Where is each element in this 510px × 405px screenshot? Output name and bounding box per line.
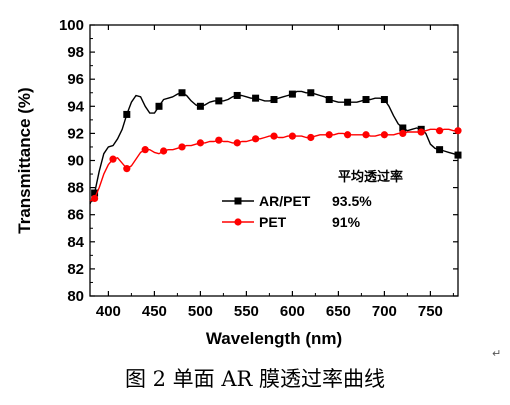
paragraph-mark: ↵: [492, 347, 502, 360]
data-point: [270, 96, 278, 104]
x-tick-label: 600: [280, 303, 305, 320]
data-point: [380, 131, 388, 139]
x-tick-label: 500: [188, 303, 213, 320]
data-point: [233, 91, 241, 99]
y-axis-ticks: 80 82 84 86 88 90 92 94 96 98 100: [59, 17, 458, 305]
data-point: [196, 102, 204, 110]
y-tick-label: 96: [67, 71, 84, 88]
data-point: [215, 97, 223, 105]
data-point: [178, 89, 186, 97]
data-point: [196, 139, 204, 147]
x-tick-label: 400: [96, 303, 121, 320]
data-point: [399, 124, 407, 132]
legend-label-ar-pet: AR/PET: [259, 193, 311, 209]
data-point: [454, 151, 462, 159]
data-point: [252, 135, 260, 143]
y-tick-label: 92: [67, 125, 84, 142]
y-axis-label: Transmittance (%): [15, 87, 34, 233]
x-tick-label: 700: [372, 303, 397, 320]
transmittance-chart: 80 82 84 86 88 90 92 94 96 98 100 400 450 500 550 600 6…: [15, 17, 462, 348]
data-point: [155, 102, 163, 110]
figure-caption: 图 2 单面 AR 膜透过率曲线: [124, 367, 386, 391]
data-point: [436, 146, 444, 154]
legend-average-pet: 91%: [332, 214, 361, 230]
x-tick-label: 750: [418, 303, 443, 320]
data-point: [380, 96, 388, 104]
legend-swatch-marker: [234, 197, 242, 205]
x-axis-ticks: 400 450 500 550 600 650 700 750: [96, 25, 454, 320]
series-layer: [89, 89, 462, 205]
legend-label-pet: PET: [259, 214, 287, 230]
data-point: [362, 96, 370, 104]
data-point: [215, 136, 223, 144]
data-point: [252, 94, 260, 102]
x-tick-label: 550: [234, 303, 259, 320]
x-axis-label: Wavelength (nm): [206, 329, 342, 348]
data-point: [160, 147, 168, 155]
legend-swatch-marker: [234, 218, 242, 226]
series-line: [89, 128, 458, 202]
y-tick-label: 98: [67, 44, 84, 61]
data-point: [344, 98, 352, 106]
data-point: [123, 110, 131, 118]
plot-frame: [89, 24, 459, 297]
series-pet: [89, 127, 462, 203]
legend-row-pet: PET 91%: [222, 214, 361, 230]
data-point: [307, 133, 315, 142]
data-point: [123, 165, 131, 173]
x-tick-label: 650: [326, 303, 351, 320]
legend-average-ar-pet: 93.5%: [332, 193, 372, 209]
plot-border: [89, 24, 459, 297]
data-point: [178, 143, 186, 151]
x-tick-label: 450: [142, 303, 167, 320]
data-point: [288, 90, 296, 98]
data-point: [325, 131, 333, 139]
data-point: [288, 132, 296, 140]
data-point: [325, 96, 333, 104]
data-point: [233, 139, 241, 147]
data-point: [399, 129, 407, 137]
y-tick-label: 82: [67, 261, 84, 278]
data-point: [344, 131, 352, 139]
y-tick-label: 100: [59, 17, 84, 34]
data-point: [417, 128, 425, 136]
data-point: [454, 127, 462, 135]
y-tick-label: 94: [67, 98, 84, 115]
data-point: [436, 127, 444, 135]
data-point: [362, 131, 370, 139]
y-tick-label: 86: [67, 207, 84, 224]
data-point: [91, 189, 99, 197]
legend-header: 平均透过率: [338, 169, 403, 185]
data-point: [307, 89, 315, 97]
data-point: [91, 194, 99, 203]
legend: 平均透过率 AR/PET 93.5% PET 91%: [222, 169, 403, 230]
y-tick-label: 80: [67, 288, 84, 305]
y-tick-label: 88: [67, 180, 84, 197]
data-point: [109, 155, 117, 163]
y-tick-label: 90: [67, 153, 84, 170]
data-point: [270, 132, 278, 140]
y-tick-label: 84: [67, 234, 84, 251]
data-point: [141, 146, 149, 154]
legend-row-ar-pet: AR/PET 93.5%: [222, 193, 372, 209]
series-ar-pet: [89, 89, 462, 205]
